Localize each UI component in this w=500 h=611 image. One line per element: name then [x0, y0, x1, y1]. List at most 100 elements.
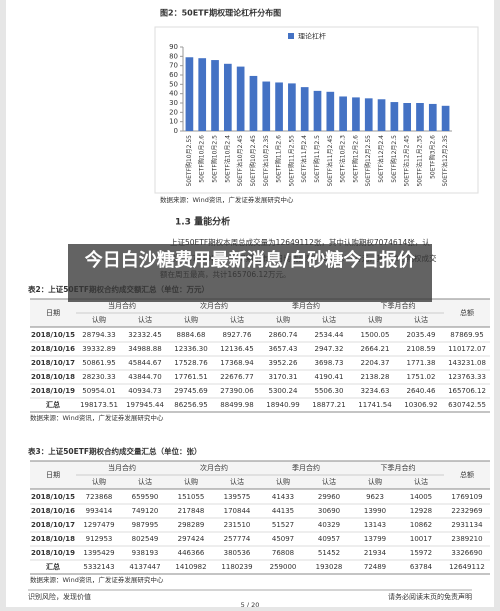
legend-swatch	[288, 33, 294, 39]
table-cell: 2389210	[451, 535, 482, 543]
table-cell: 2138.28	[361, 373, 390, 381]
table-cell: 2018/10/18	[31, 373, 75, 381]
y-tick-label: 60	[169, 71, 178, 79]
table-subheader: 认沽	[138, 315, 152, 324]
table-cell: 993414	[86, 507, 113, 515]
table-subheader: 认沽	[322, 477, 336, 486]
overlay-title: 今日白沙糖费用最新消息/白砂糖今日报价	[68, 244, 432, 302]
chart-frame	[154, 26, 479, 194]
table-subheader: 认购	[368, 477, 382, 486]
x-tick-label: 50ETF购10月2.55	[185, 135, 193, 187]
table-group-header: 次月合约	[200, 301, 228, 310]
table-cell: 50861.95	[82, 359, 115, 367]
table-subheader: 认沽	[138, 477, 152, 486]
table-cell: 2534.44	[315, 331, 344, 339]
table-group-header: 当月合约	[108, 301, 136, 310]
x-tick-label: 50ETF购10月2.5	[211, 135, 219, 183]
y-tick-label: 0	[174, 127, 178, 135]
bar	[441, 105, 450, 131]
table-cell: 380536	[224, 549, 251, 557]
table-cell: 2931134	[451, 521, 483, 529]
table-cell: 12336.30	[174, 345, 207, 353]
table-cell: 139575	[224, 493, 251, 501]
bar	[364, 98, 373, 131]
table-cell: 2640.46	[407, 387, 436, 395]
table-cell: 30690	[318, 507, 340, 515]
y-tick-label: 90	[169, 43, 178, 51]
table-cell: 1500.05	[361, 331, 390, 339]
table-cell: 723868	[86, 493, 113, 501]
table-cell: 39332.89	[82, 345, 115, 353]
table-cell: 3698.73	[315, 359, 344, 367]
table-cell: 8884.68	[177, 331, 206, 339]
table-cell: 34988.88	[128, 345, 161, 353]
bar	[390, 102, 399, 131]
table-cell: 257774	[224, 535, 251, 543]
table-cell: 987995	[132, 521, 159, 529]
bar	[198, 58, 207, 132]
x-tick-label: 50ETF沽11月2.45	[326, 135, 334, 187]
table-cell: 3952.26	[269, 359, 298, 367]
table-subheader: 认沽	[230, 477, 244, 486]
table-cell: 3170.31	[269, 373, 298, 381]
table-cell: 汇总	[46, 400, 60, 409]
table-cell: 10017	[410, 535, 432, 543]
table-subheader: 认购	[276, 477, 290, 486]
table-cell: 630742.55	[448, 401, 486, 409]
table-cell: 10306.92	[404, 401, 437, 409]
table-cell: 2860.74	[269, 331, 298, 339]
y-tick-label: 50	[169, 80, 178, 88]
table-cell: 151055	[178, 493, 205, 501]
table-cell: 12649112	[449, 563, 485, 571]
table-cell: 2035.49	[407, 331, 436, 339]
table-cell: 217848	[178, 507, 205, 515]
table-cell: 231510	[224, 521, 251, 529]
table-cell: 17761.51	[174, 373, 207, 381]
page-number: 5 / 20	[241, 601, 260, 607]
x-tick-label: 50ETF购11月2.6	[275, 135, 283, 183]
table-cell: 3326690	[451, 549, 482, 557]
bar	[339, 96, 347, 131]
y-tick-label: 20	[169, 108, 178, 116]
table-header: 日期	[46, 471, 60, 479]
table-group-header: 季月合约	[292, 463, 320, 472]
table-cell: 13799	[364, 535, 386, 543]
table-cell: 2018/10/16	[31, 507, 75, 515]
table-cell: 51527	[272, 521, 294, 529]
bar	[262, 81, 271, 131]
table-cell: 3657.43	[269, 345, 298, 353]
table-subheader: 认购	[92, 477, 106, 486]
x-tick-label: 50ETF沽10月2.3	[339, 135, 347, 183]
table-cell: 5300.24	[269, 387, 298, 395]
table-cell: 165706.12	[448, 387, 486, 395]
table-subheader: 认沽	[230, 315, 244, 324]
y-tick-label: 80	[169, 52, 178, 60]
table-cell: 28230.33	[82, 373, 115, 381]
table-cell: 259000	[270, 563, 297, 571]
bar	[428, 103, 437, 131]
table-cell: 1410982	[175, 563, 206, 571]
footer-right: 请务必阅读末页的免责声明	[388, 592, 472, 601]
table-header: 总额	[460, 470, 474, 479]
legend-label: 理论杠杆	[298, 32, 326, 41]
table-subheader: 认沽	[322, 315, 336, 324]
table-subheader: 认购	[184, 315, 198, 324]
table-cell: 1771.38	[407, 359, 436, 367]
table-cell: 4137447	[129, 563, 160, 571]
table-cell: 2018/10/18	[31, 535, 75, 543]
x-tick-label: 50ETF沽12月2.4	[377, 135, 385, 183]
table-cell: 4190.41	[315, 373, 344, 381]
table-cell: 44135	[272, 507, 294, 515]
bar	[211, 60, 219, 131]
table-cell: 802549	[132, 535, 159, 543]
table-cell: 1180239	[221, 563, 252, 571]
table-group-header: 当月合约	[108, 463, 136, 472]
table-group-header: 下季月合约	[381, 463, 416, 472]
table-cell: 18940.99	[266, 401, 299, 409]
table-cell: 446366	[178, 549, 205, 557]
table-title: 表3：上证50ETF期权合约成交量汇总（单位：张）	[28, 446, 202, 456]
x-tick-label: 50ETF购10月2.6	[198, 135, 206, 183]
table-cell: 749120	[132, 507, 159, 515]
table-cell: 63784	[410, 563, 433, 571]
table-group-header: 季月合约	[292, 301, 320, 310]
